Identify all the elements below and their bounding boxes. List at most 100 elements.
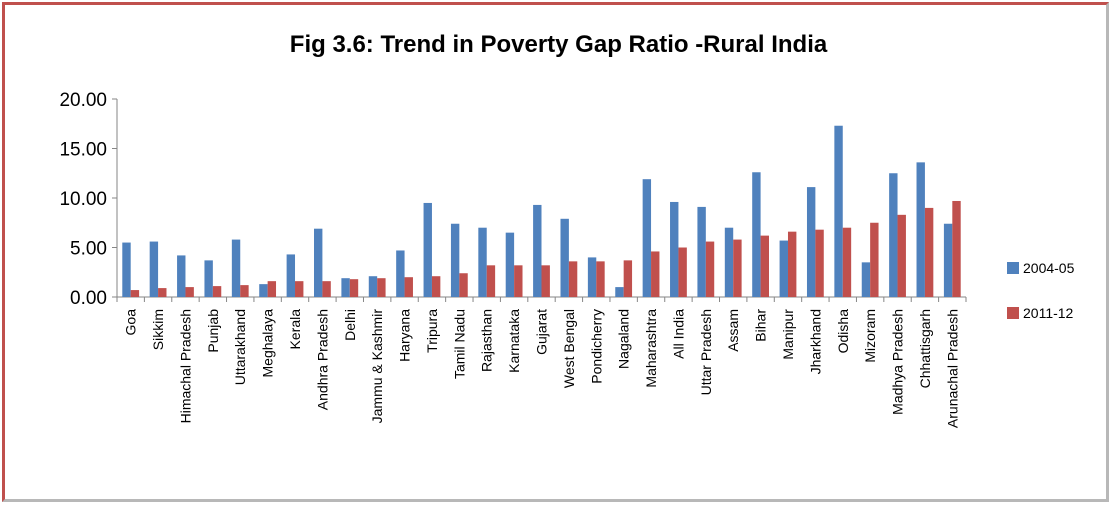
bar-2004-05 [259,284,268,297]
y-tick-label: 10.00 [59,189,107,210]
bar-2011-12 [486,265,496,297]
x-category-label: Jammu & Kashmir [369,309,385,424]
x-category-label: All India [670,309,686,359]
bar-2011-12 [596,261,605,297]
bar-2004-05 [122,242,131,297]
legend-swatch [1007,307,1019,319]
bar-2004-05 [670,201,679,297]
x-category-label: Nagaland [616,309,632,369]
bar-2004-05 [806,187,816,297]
bar-2011-12 [130,290,140,297]
x-category-label: Arunachal Pradesh [944,309,960,428]
chart-title: Fig 3.6: Trend in Poverty Gap Ratio -Rur… [289,31,828,58]
x-category-label: Tamil Nadu [451,309,467,379]
bar-2011-12 [431,276,441,297]
bar-2011-12 [787,231,797,297]
x-category-label: Himachal Pradesh [177,309,193,423]
bar-2004-05 [642,179,652,297]
legend-label: 2011-12 [1023,305,1074,321]
bar-2004-05 [368,276,378,297]
x-category-label: Manipur [780,309,796,360]
bar-2011-12 [349,279,359,297]
bar-2004-05 [916,162,925,297]
bar-2011-12 [568,261,578,297]
x-category-label: Goa [123,309,139,336]
bar-2004-05 [560,218,569,297]
x-category-label: Meghalaya [260,309,276,378]
x-category-label: West Bengal [561,309,577,388]
bar-2004-05 [697,206,706,297]
y-tick-label: 5.00 [70,239,107,260]
bar-2004-05 [943,223,953,297]
bar-2011-12 [897,214,906,297]
x-category-label: Sikkim [150,309,166,350]
bar-2011-12 [842,227,852,297]
bar-2011-12 [267,281,277,297]
bar-2004-05 [533,204,542,297]
x-category-label: Delhi [342,309,358,341]
x-category-label: Uttarakhand [232,309,248,385]
legend-label: 2004-05 [1023,260,1075,276]
bar-2011-12 [212,286,222,297]
x-category-label: Madhya Pradesh [890,309,906,415]
bar-2011-12 [295,281,304,297]
x-category-label: Chhattisgarh [917,309,933,388]
x-category-label: Karnataka [506,309,522,373]
bar-2004-05 [478,227,487,297]
x-category-label: Haryana [397,309,413,362]
bar-2004-05 [450,223,460,297]
x-category-label: Jharkhand [807,309,823,374]
x-category-label: Gujarat [534,309,550,355]
bar-2004-05 [177,255,186,297]
x-category-label: Punjab [205,309,221,353]
x-category-label: Andhra Pradesh [314,309,330,410]
y-tick-label: 15.00 [59,140,107,161]
x-category-label: Uttar Pradesh [698,309,714,395]
bar-2004-05 [396,250,405,297]
bar-2011-12 [733,239,742,297]
bar-2011-12 [678,247,687,297]
bar-2004-05 [724,227,734,297]
bar-2011-12 [651,251,660,297]
bar-2004-05 [341,278,350,297]
bar-2004-05 [834,125,843,297]
bar-2004-05 [752,172,761,297]
bar-2004-05 [587,257,597,297]
bar-2011-12 [158,288,167,297]
bar-2011-12 [870,222,879,297]
bar-2011-12 [459,273,468,297]
x-category-label: Rajasthan [479,309,495,372]
bar-2011-12 [404,277,413,297]
x-category-label: Odisha [835,309,851,354]
x-category-label: Maharashtra [643,309,659,388]
bar-2011-12 [377,278,386,297]
bar-2004-05 [889,173,898,297]
x-category-label: Bihar [753,309,769,342]
bar-2004-05 [779,240,788,297]
legend-swatch [1007,262,1019,274]
bar-2011-12 [514,265,523,297]
bar-2011-12 [815,229,824,297]
x-category-label: Kerala [287,309,303,350]
y-tick-label: 0.00 [70,288,107,309]
bar-2004-05 [615,287,624,297]
x-category-label: Pondicherry [588,309,604,384]
bar-2004-05 [149,241,159,297]
bar-2004-05 [286,254,296,297]
bar-2011-12 [952,200,961,297]
bar-2004-05 [204,260,213,297]
x-category-label: Assam [725,309,741,352]
bar-2004-05 [231,239,241,297]
bar-2004-05 [505,232,515,297]
bar-2011-12 [924,207,934,297]
bar-2011-12 [322,281,331,297]
x-category-label: Tripura [424,309,440,353]
bar-2011-12 [760,235,769,297]
bar-2004-05 [861,262,871,297]
bar-2004-05 [423,202,432,297]
bar-2004-05 [314,228,323,297]
y-tick-label: 20.00 [59,90,107,111]
bar-2011-12 [185,287,194,297]
bar-2011-12 [541,265,550,297]
